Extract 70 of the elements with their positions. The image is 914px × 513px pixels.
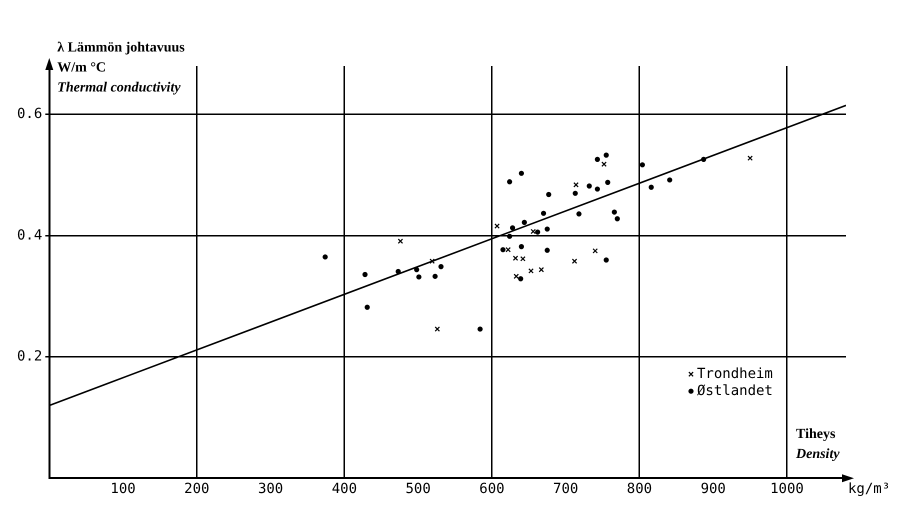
point [544, 248, 550, 253]
point [601, 161, 607, 167]
point [640, 162, 645, 168]
point [507, 234, 512, 239]
point [510, 225, 516, 230]
x-tick-label: 500 [405, 481, 431, 498]
x-axis-title: Tiheys Density [795, 426, 840, 462]
point [605, 180, 610, 185]
point [540, 210, 546, 216]
y-axis-title: λ Lämmön johtavuus W/m °C Thermal conductivity [57, 40, 186, 96]
point [505, 246, 511, 252]
point [398, 238, 404, 244]
point [514, 274, 519, 280]
point [414, 267, 420, 272]
point [572, 258, 578, 264]
point [701, 156, 706, 162]
point [364, 304, 370, 310]
point [362, 272, 368, 278]
point [576, 211, 582, 217]
point [604, 152, 609, 158]
point [478, 326, 483, 332]
x-tick-label: 900 [700, 481, 726, 498]
point [530, 228, 536, 234]
point [494, 223, 500, 229]
point [538, 266, 544, 272]
point [572, 190, 578, 196]
point [396, 268, 401, 274]
point [434, 326, 440, 332]
y-tick-label: 0.6 [16, 106, 42, 122]
point [594, 156, 600, 162]
x-tick-label: 600 [479, 481, 505, 498]
point [522, 220, 527, 225]
y-tick-label: 0.4 [16, 227, 42, 244]
point [573, 182, 579, 188]
point [500, 247, 506, 252]
point [518, 244, 524, 250]
point [667, 177, 672, 183]
point [592, 248, 598, 254]
point [747, 155, 753, 161]
point [507, 179, 512, 184]
point [535, 229, 540, 235]
point [546, 192, 552, 198]
point [594, 186, 600, 192]
point [512, 255, 518, 261]
point [614, 216, 620, 222]
x-tick-label: 800 [626, 481, 652, 498]
point [520, 256, 526, 262]
point [528, 268, 534, 274]
x-tick-label: 700 [553, 481, 578, 498]
point [518, 170, 524, 176]
point [438, 264, 444, 270]
point [648, 184, 654, 190]
point [322, 254, 328, 260]
x-tick-label: 1000 [770, 481, 804, 498]
point [429, 258, 435, 264]
point [544, 226, 550, 232]
text: kg/m³ [848, 480, 890, 497]
x-tick-label: 100 [110, 481, 136, 498]
x-tick-label: 300 [258, 481, 284, 498]
point [518, 276, 524, 282]
y-tick-label: 0.2 [16, 348, 42, 365]
point [432, 274, 438, 279]
x-tick-label: 200 [184, 481, 210, 498]
point [612, 209, 617, 215]
legend-label: Østlandet [697, 382, 773, 399]
point [604, 257, 609, 263]
legend-label: Trondheim [697, 366, 773, 382]
point [416, 274, 422, 280]
point [586, 183, 592, 189]
x-tick-label: 400 [332, 481, 358, 498]
